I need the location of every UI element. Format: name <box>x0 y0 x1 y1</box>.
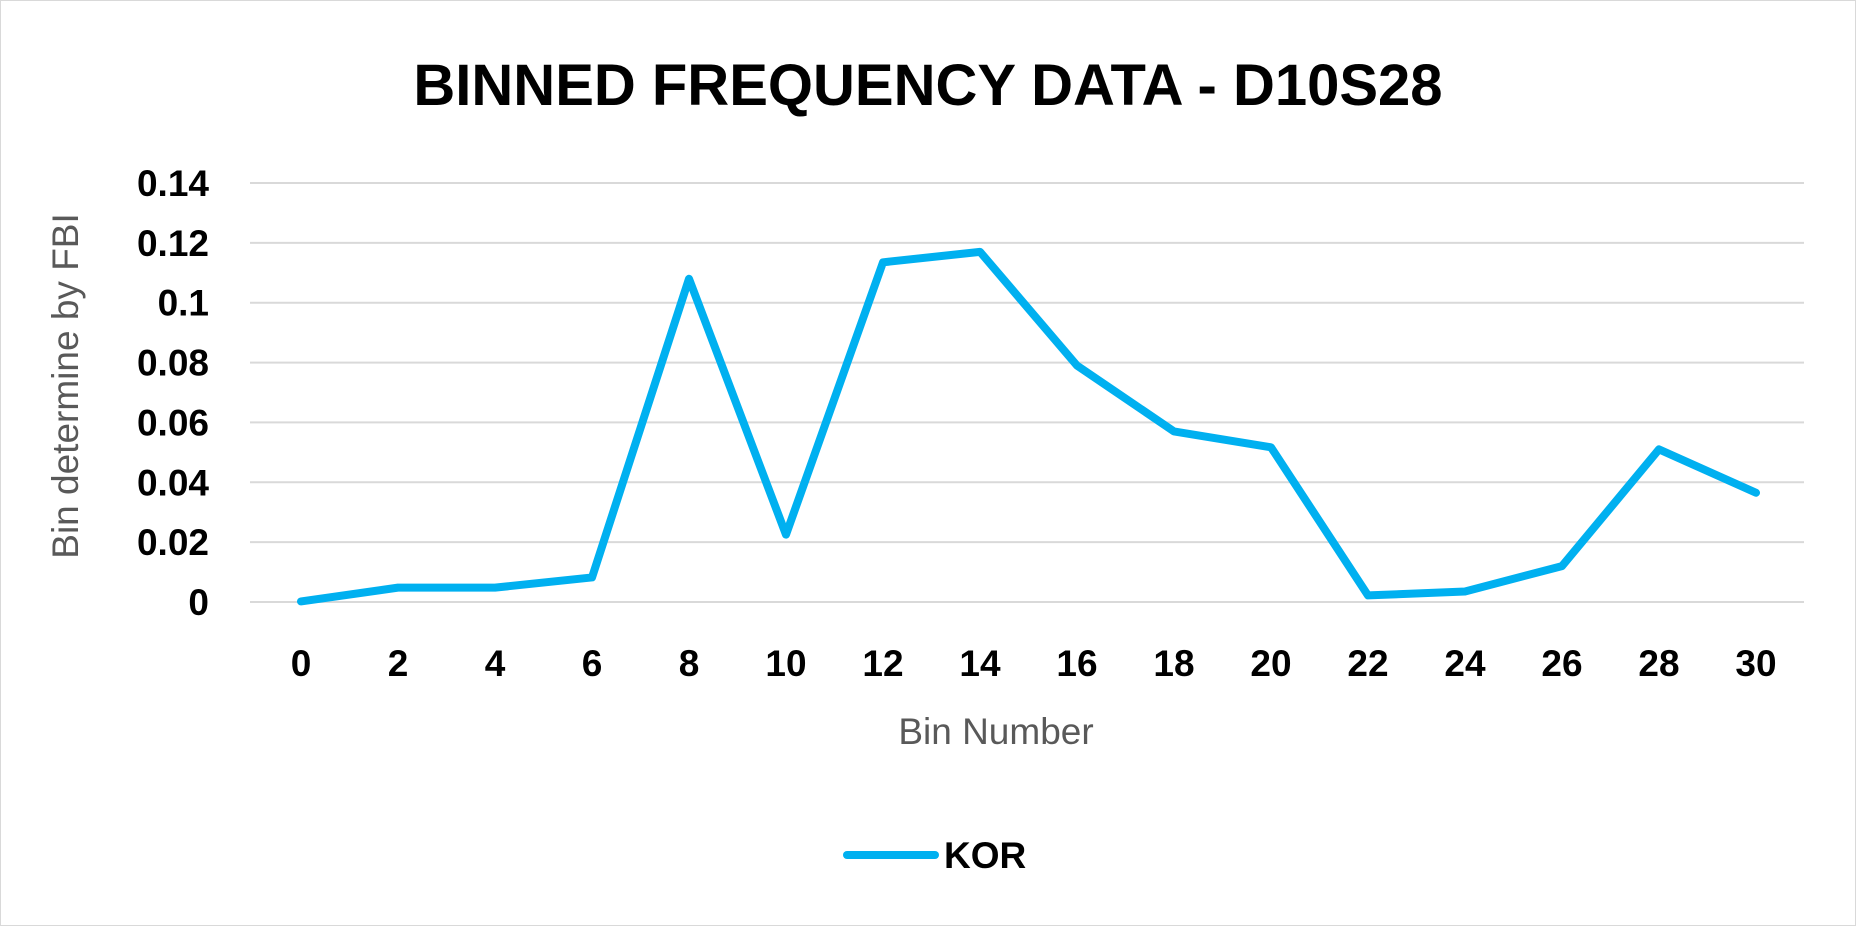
data-point <box>1270 446 1272 448</box>
x-tick-label: 14 <box>959 643 1001 684</box>
y-axis-label: Bin determine by FBI <box>45 213 86 558</box>
series-layer <box>297 247 1760 606</box>
data-point <box>1755 492 1757 494</box>
y-tick-label: 0.02 <box>137 522 209 563</box>
chart-title: BINNED FREQUENCY DATA - D10S28 <box>413 53 1442 118</box>
y-tick-label: 0.04 <box>137 462 209 503</box>
x-tick-label: 2 <box>388 643 409 684</box>
data-point <box>1464 591 1466 593</box>
data-point <box>1076 365 1078 367</box>
x-tick-label: 20 <box>1250 643 1291 684</box>
data-point <box>882 261 884 263</box>
x-axis-ticks: 0 2 4 6 8 10 12 14 16 18 20 22 24 26 28 30 <box>291 643 1777 684</box>
data-point <box>688 278 690 280</box>
x-tick-label: 26 <box>1541 643 1582 684</box>
data-point <box>591 576 593 578</box>
x-tick-label: 0 <box>291 643 312 684</box>
x-tick-label: 18 <box>1153 643 1194 684</box>
y-axis-ticks: 0 0.02 0.04 0.06 0.08 0.1 0.12 0.14 <box>137 163 209 623</box>
y-tick-label: 0 <box>188 582 209 623</box>
gridlines <box>250 182 1804 603</box>
x-tick-label: 28 <box>1638 643 1679 684</box>
legend: KOR <box>843 835 1026 876</box>
data-point <box>979 251 981 253</box>
y-tick-label: 0.08 <box>137 343 209 384</box>
data-point <box>1367 594 1369 596</box>
x-tick-label: 22 <box>1347 643 1388 684</box>
data-point <box>1561 565 1563 567</box>
x-tick-label: 8 <box>679 643 700 684</box>
x-tick-label: 4 <box>485 643 506 684</box>
data-point <box>1658 448 1660 450</box>
x-tick-label: 10 <box>765 643 806 684</box>
x-axis-label: Bin Number <box>898 711 1093 752</box>
y-tick-label: 0.14 <box>137 163 209 204</box>
data-point <box>1173 430 1175 432</box>
x-tick-label: 24 <box>1444 643 1486 684</box>
data-point <box>397 587 399 589</box>
x-tick-label: 16 <box>1056 643 1097 684</box>
x-tick-label: 30 <box>1735 643 1776 684</box>
legend-label-kor: KOR <box>944 835 1026 876</box>
y-tick-label: 0.12 <box>137 223 209 264</box>
data-point <box>300 600 302 602</box>
data-point <box>494 587 496 589</box>
series-line-kor <box>297 247 1760 606</box>
data-point <box>785 534 787 536</box>
x-tick-label: 12 <box>862 643 903 684</box>
x-tick-label: 6 <box>582 643 603 684</box>
y-tick-label: 0.06 <box>137 402 209 443</box>
y-tick-label: 0.1 <box>158 283 209 324</box>
